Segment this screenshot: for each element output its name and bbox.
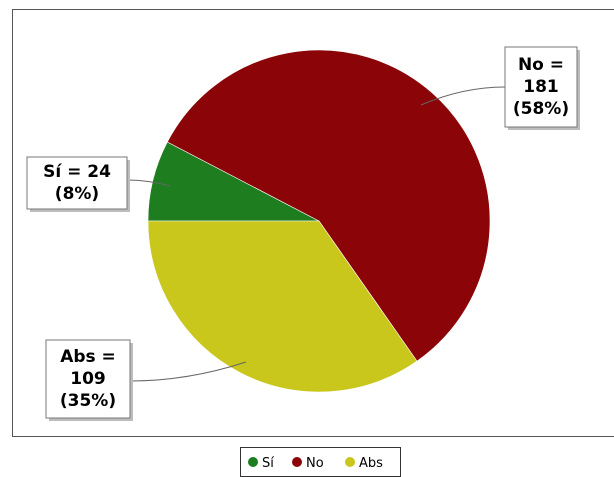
- callout-label: (35%): [60, 391, 116, 411]
- callout-label: 109: [70, 369, 106, 389]
- pie-slice-abs: [147, 220, 418, 393]
- legend-border: [240, 447, 401, 477]
- callout-box: [45, 339, 131, 419]
- legend: Sí No Abs: [240, 447, 401, 477]
- legend-label: Sí: [262, 456, 274, 471]
- slice-callouts: Sí = 24(8%) No =181(58%) Abs =109(35%): [26, 46, 580, 421]
- callout-label: 181: [523, 77, 559, 97]
- callout-box: [504, 46, 578, 128]
- legend-swatch-s-: [248, 457, 258, 467]
- pie-slice-no: [166, 49, 491, 362]
- callout-box: [26, 156, 128, 210]
- legend-label: No: [306, 456, 324, 471]
- callout-leader-line: [126, 179, 171, 187]
- callout-label: (58%): [513, 99, 569, 119]
- legend-swatch-abs: [345, 457, 355, 467]
- callout-abs: Abs =109(35%): [45, 339, 247, 421]
- callout-leader-line: [129, 361, 247, 382]
- callout-label: Abs =: [60, 347, 116, 367]
- pie-slices: [147, 49, 491, 393]
- callout-s-: Sí = 24(8%): [26, 156, 171, 212]
- callout-label: Sí = 24: [43, 162, 111, 182]
- callout-leader-line: [420, 86, 506, 106]
- callout-label: No =: [518, 55, 564, 75]
- legend-label: Abs: [359, 456, 383, 471]
- callout-label: (8%): [55, 184, 99, 204]
- legend-swatch-no: [292, 457, 302, 467]
- callout-no: No =181(58%): [420, 46, 580, 130]
